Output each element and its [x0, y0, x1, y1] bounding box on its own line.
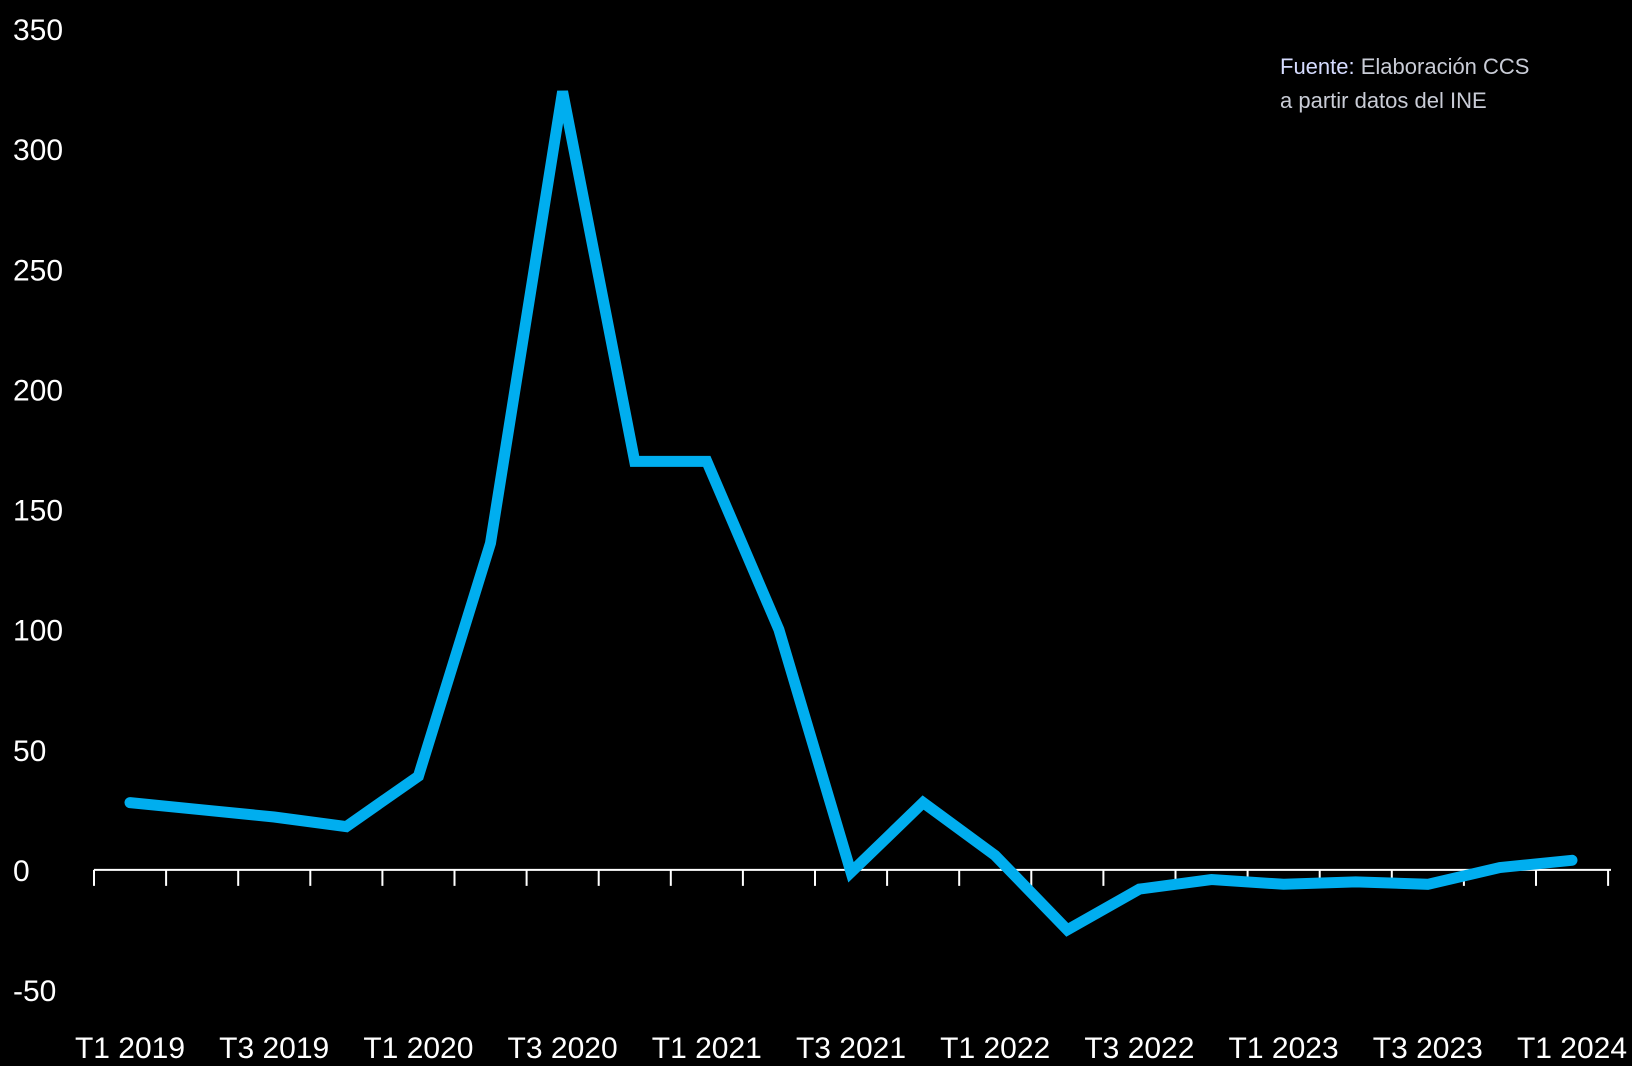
source-note: Fuente: Elaboración CCS a partir datos d… — [1280, 50, 1529, 118]
x-tick-label: T3 2021 — [796, 1032, 906, 1065]
x-tick-label: T3 2022 — [1084, 1032, 1194, 1065]
y-tick-label: -50 — [13, 975, 56, 1008]
y-tick-label: 300 — [13, 134, 63, 167]
source-note-line-1: Fuente: Elaboración CCS — [1280, 50, 1529, 84]
x-tick-label: T1 2019 — [75, 1032, 185, 1065]
x-tick-label: T1 2021 — [652, 1032, 762, 1065]
y-axis-tick-labels: 350 300 250 200 150 100 50 0 -50 — [13, 14, 63, 1008]
x-tick-label: T1 2023 — [1229, 1032, 1339, 1065]
y-tick-label: 0 — [13, 855, 30, 888]
y-tick-label: 200 — [13, 374, 63, 407]
x-tick-label: T1 2024 — [1517, 1032, 1627, 1065]
y-tick-label: 250 — [13, 254, 63, 287]
y-tick-label: 150 — [13, 495, 63, 528]
x-tick-label: T1 2020 — [363, 1032, 473, 1065]
series-layer — [124, 90, 1578, 937]
y-tick-label: 50 — [13, 735, 46, 768]
source-prefix: Fuente: — [1280, 54, 1355, 79]
x-tick-label: T3 2019 — [219, 1032, 329, 1065]
source-text-line-2: a partir datos del INE — [1280, 88, 1487, 113]
series-line — [124, 90, 1578, 937]
y-tick-label: 350 — [13, 14, 63, 47]
source-text-line-1: Elaboración CCS — [1360, 54, 1530, 79]
x-tick-label: T3 2023 — [1373, 1032, 1483, 1065]
x-axis-tick-labels: T1 2019 T3 2019 T1 2020 T3 2020 T1 2021 T3 20… — [75, 1032, 1627, 1065]
x-tick-label: T3 2020 — [508, 1032, 618, 1065]
y-tick-label: 100 — [13, 615, 63, 648]
x-tick-label: T1 2022 — [940, 1032, 1050, 1065]
